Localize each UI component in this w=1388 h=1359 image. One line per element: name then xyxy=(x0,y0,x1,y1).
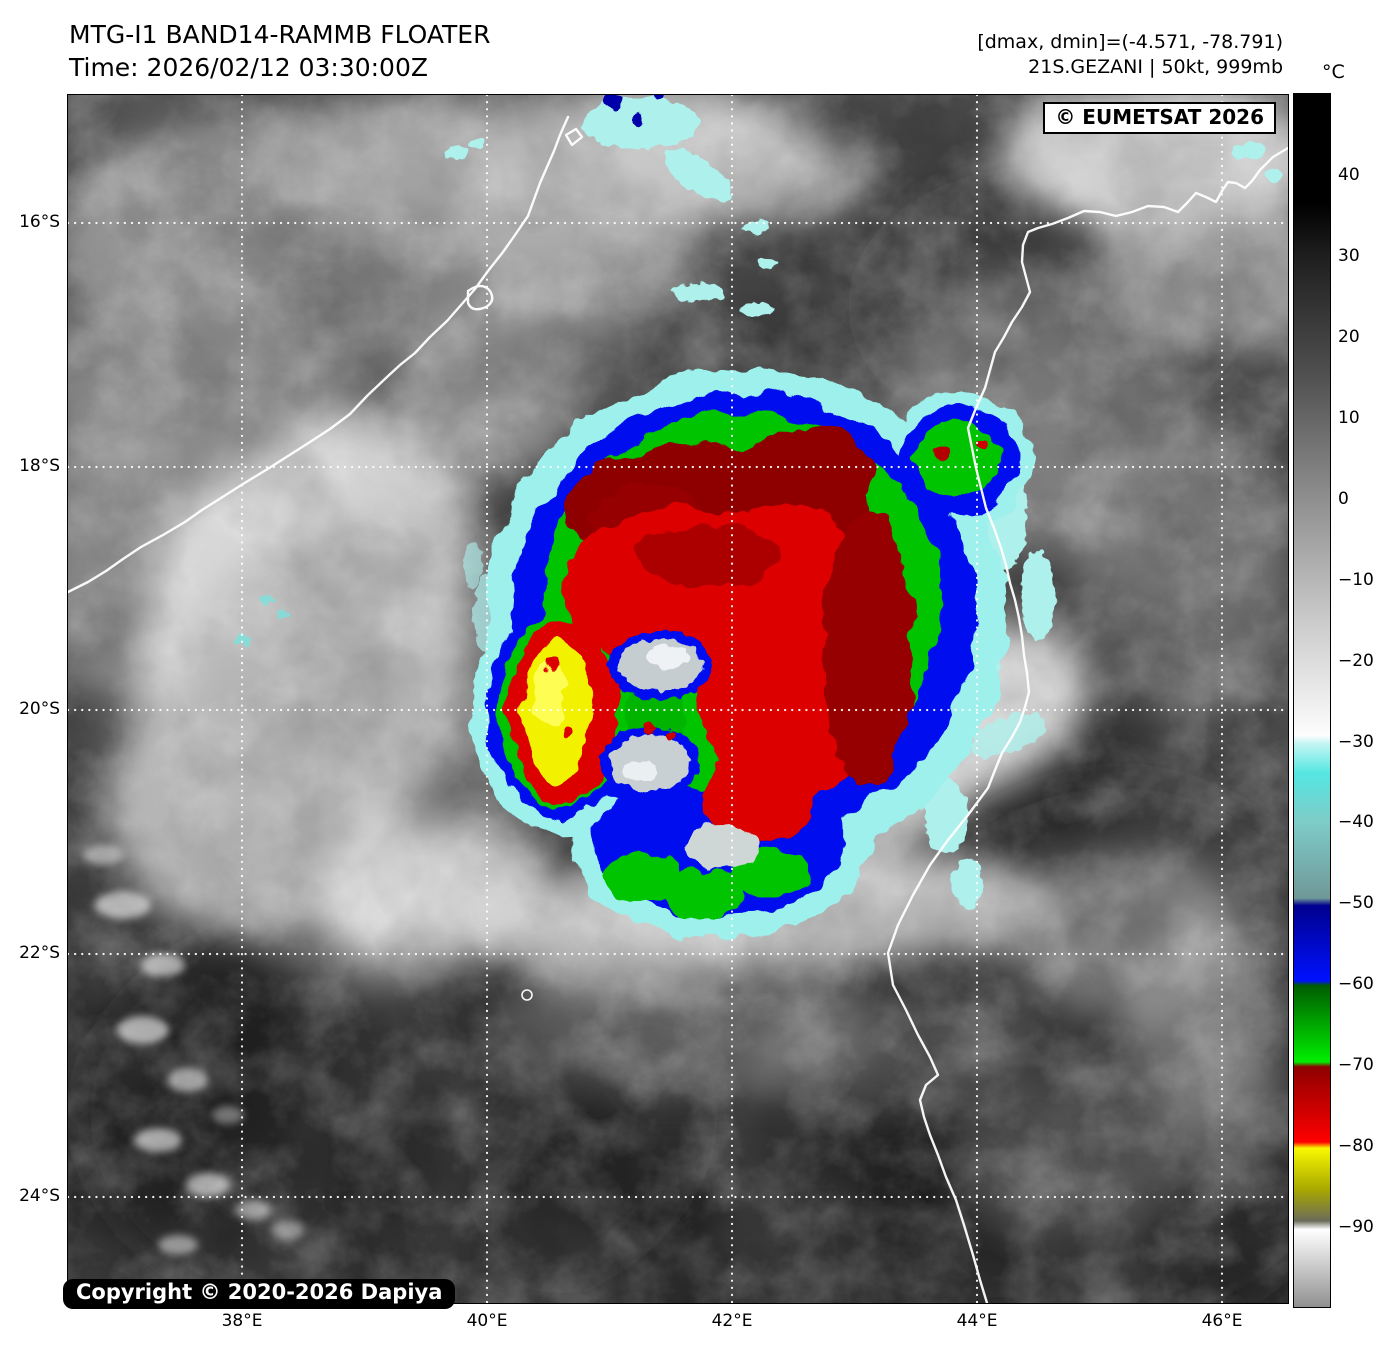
colorbar-tick: −60 xyxy=(1338,974,1374,994)
gridlines xyxy=(68,95,1288,1303)
copyright-badge: Copyright © 2020-2026 Dapiya xyxy=(63,1279,456,1309)
temperature-colorbar xyxy=(1293,93,1331,1308)
lon-label-42e: 42°E xyxy=(711,1311,753,1331)
colorbar-tick: −80 xyxy=(1338,1136,1374,1156)
coastline-madagascar xyxy=(886,146,1288,1303)
colorbar-tick: 40 xyxy=(1338,165,1360,185)
lat-label-16s: 16°S xyxy=(19,212,60,232)
small-ring-cloud xyxy=(521,989,533,1001)
lon-label-46e: 46°E xyxy=(1201,1311,1243,1331)
storm-overlay xyxy=(472,368,1032,939)
dmax-dmin-readout: [dmax, dmin]=(-4.571, -78.791) xyxy=(977,31,1283,53)
satellite-map: © EUMETSAT 2026 Copyright © 2020-2026 Da… xyxy=(63,94,1289,1309)
colorbar-tick: −10 xyxy=(1338,570,1374,590)
colorbar-tick: 30 xyxy=(1338,246,1360,266)
colorbar-tick: −70 xyxy=(1338,1055,1374,1075)
colorbar-tick: 20 xyxy=(1338,327,1360,347)
coastline-africa-lagoon xyxy=(466,284,494,311)
timestamp: Time: 2026/02/12 03:30:00Z xyxy=(69,53,428,82)
storm-coldest-tops-yellow xyxy=(523,642,591,782)
colorbar-tick: −50 xyxy=(1338,893,1374,913)
lon-label-40e: 40°E xyxy=(466,1311,508,1331)
storm-deep-convection xyxy=(507,427,913,843)
eumetsat-credit-badge: © EUMETSAT 2026 xyxy=(1043,102,1276,134)
lat-label-20s: 20°S xyxy=(19,699,60,719)
satellite-image xyxy=(68,95,1288,1303)
colorbar-tick: 0 xyxy=(1338,489,1349,509)
storm-info: 21S.GEZANI | 50kt, 999mb xyxy=(1028,56,1283,78)
storm-gray-gap xyxy=(685,825,761,869)
colorbar-tick: −90 xyxy=(1338,1217,1374,1237)
cold-cyan-patches xyxy=(235,95,1283,909)
colorbar-tick: −30 xyxy=(1338,732,1374,752)
colorbar-tick: 10 xyxy=(1338,408,1360,428)
lat-label-22s: 22°S xyxy=(19,943,60,963)
lat-label-24s: 24°S xyxy=(19,1186,60,1206)
satellite-cell-red-dots xyxy=(931,436,990,462)
coastline-africa xyxy=(68,115,570,594)
coastline-africa-inlet xyxy=(564,127,584,147)
lon-label-44e: 44°E xyxy=(956,1311,998,1331)
colorbar-tick: −20 xyxy=(1338,651,1374,671)
colorbar-tick: −40 xyxy=(1338,812,1374,832)
page-title: MTG-I1 BAND14-RAMMB FLOATER xyxy=(69,20,491,49)
colorbar-unit-label: °C xyxy=(1322,61,1345,83)
lat-label-18s: 18°S xyxy=(19,456,60,476)
storm-eye-gaps xyxy=(600,631,712,799)
lon-label-38e: 38°E xyxy=(221,1311,263,1331)
